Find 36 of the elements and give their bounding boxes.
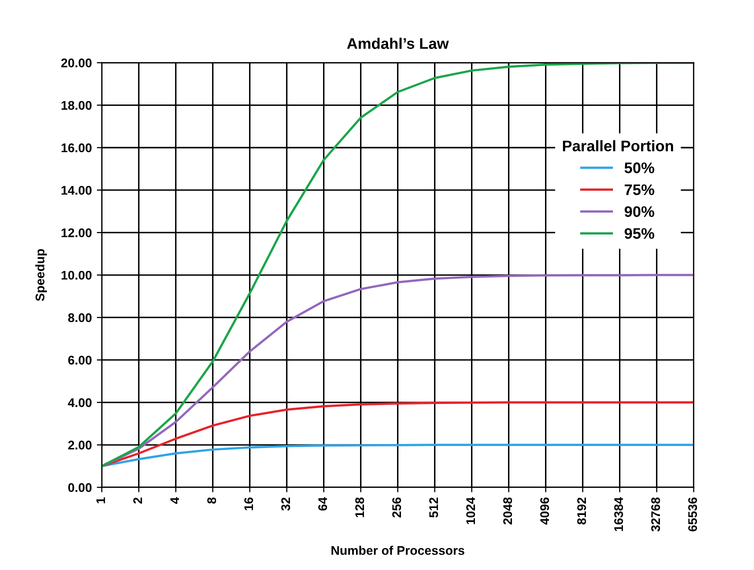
x-tick-label: 16384: [614, 497, 624, 532]
y-tick-label: 0.00: [68, 483, 92, 492]
y-axis-title: Speedup: [35, 249, 47, 302]
x-tick-label: 65536: [688, 498, 698, 532]
y-tick-label: 18.00: [62, 100, 92, 110]
x-tick-label: 128: [355, 497, 364, 518]
x-tick-label: 4: [170, 497, 180, 504]
y-tick-label: 4.00: [68, 398, 92, 408]
x-axis-title: Number of Processors: [332, 546, 464, 555]
legend-label: 95%: [624, 228, 654, 239]
y-tick-label: 16.00: [62, 143, 92, 152]
y-tick-label: 2.00: [68, 440, 92, 450]
x-tick-label: 2048: [503, 497, 512, 524]
x-tick-label: 32768: [651, 497, 660, 532]
x-tick-label: 512: [429, 498, 438, 518]
y-tick-label: 8.00: [68, 313, 92, 322]
y-tick-label: 6.00: [68, 356, 92, 365]
y-tick-label: 14.00: [62, 186, 92, 195]
x-tick-label: 1: [96, 497, 106, 504]
x-tick-label: 256: [392, 498, 402, 518]
x-tick-label: 8192: [577, 498, 586, 524]
x-tick-label: 1024: [466, 497, 476, 524]
legend-label: 75%: [624, 184, 654, 196]
x-tick-label: 8: [207, 497, 216, 504]
x-tick-label: 64: [318, 497, 328, 511]
x-tick-label: 16: [244, 498, 254, 510]
chart-title: Amdahl’s Law: [347, 38, 449, 49]
y-tick-label: 20.00: [61, 58, 92, 68]
legend-label: 90%: [624, 206, 654, 218]
y-tick-label: 12.00: [62, 228, 92, 238]
legend-label: 50%: [624, 162, 654, 174]
legend-title: Parallel Portion: [562, 140, 674, 152]
y-tick-label: 10.00: [62, 270, 92, 280]
x-tick-label: 4096: [540, 498, 550, 525]
x-tick-label: 32: [281, 498, 290, 511]
x-tick-label: 2: [133, 498, 142, 504]
